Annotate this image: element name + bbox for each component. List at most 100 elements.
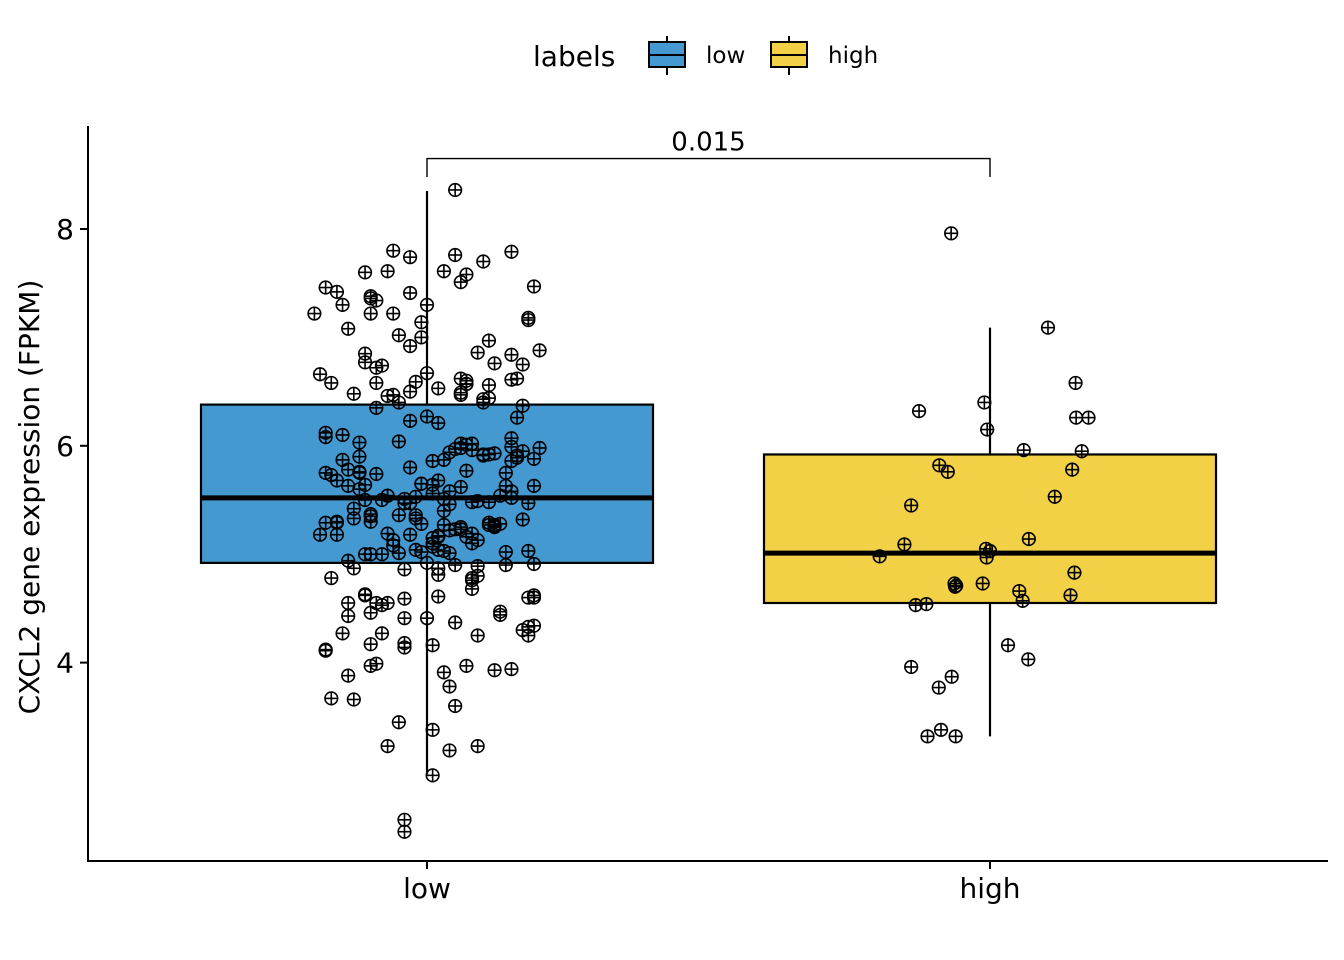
data-point-low — [386, 306, 401, 321]
data-point-low — [369, 375, 384, 391]
data-point-low — [391, 395, 406, 410]
data-point-high — [920, 729, 935, 744]
data-point-low — [391, 508, 406, 523]
data-point-low — [408, 489, 423, 504]
data-point-low — [374, 358, 390, 373]
box-high — [762, 453, 1218, 605]
data-point-low — [369, 400, 384, 415]
data-point-high — [1047, 489, 1062, 504]
data-point-low — [419, 366, 435, 381]
data-point-low — [470, 345, 485, 360]
data-point-low — [346, 386, 361, 401]
data-point-low — [442, 679, 457, 694]
p-value-label: 0.015 — [671, 128, 745, 158]
data-point-low — [526, 279, 542, 294]
y-tick-label: 8 — [56, 213, 74, 246]
data-point-low — [521, 543, 536, 559]
data-point-low — [425, 453, 440, 469]
data-point-low — [436, 264, 451, 279]
data-point-low — [526, 556, 542, 572]
data-point-high — [1015, 593, 1030, 608]
y-tick-label: 6 — [56, 430, 74, 463]
data-point-high — [1065, 462, 1080, 477]
data-point-low — [487, 356, 502, 371]
data-point-low — [526, 478, 542, 494]
data-point-low — [403, 527, 418, 542]
legend-entry-high: high — [770, 36, 878, 75]
data-point-low — [318, 425, 333, 440]
data-point-high — [931, 680, 946, 695]
data-point-high — [940, 464, 955, 479]
data-point-low — [481, 333, 497, 348]
data-point-low — [329, 527, 345, 542]
data-point-high — [1067, 565, 1082, 580]
data-point-low — [431, 381, 446, 396]
data-point-low — [526, 588, 542, 603]
data-point-low — [425, 722, 440, 737]
data-point-low — [369, 466, 384, 482]
data-point-high — [1012, 583, 1027, 599]
data-point-low — [403, 285, 418, 301]
data-point-low — [329, 473, 345, 488]
data-point-low — [419, 297, 435, 312]
data-point-low — [448, 557, 463, 573]
data-point-high — [1074, 444, 1089, 459]
data-point-low — [414, 330, 429, 345]
data-point-low — [324, 375, 339, 391]
data-point-low — [363, 514, 378, 529]
data-point-low — [509, 371, 525, 386]
data-point-low — [307, 306, 322, 321]
data-point-low — [346, 561, 361, 576]
data-point-low — [470, 493, 485, 509]
data-point-low — [431, 561, 446, 576]
data-point-low — [341, 321, 356, 336]
data-point-low — [352, 465, 367, 481]
data-point-low — [425, 638, 440, 653]
data-point-low — [352, 435, 367, 450]
significance-annotation: 0.015 — [426, 128, 991, 177]
data-point-high — [911, 404, 927, 419]
data-point-low — [470, 738, 485, 754]
y-tick-label: 4 — [56, 647, 74, 680]
data-point-low — [403, 338, 418, 354]
data-point-low — [419, 409, 435, 424]
data-point-low — [498, 544, 513, 560]
data-point-low — [357, 265, 373, 280]
data-point-low — [498, 557, 513, 573]
data-point-high — [1000, 638, 1016, 653]
data-point-low — [357, 588, 373, 603]
data-point-low — [369, 293, 384, 308]
data-point-low — [459, 376, 474, 392]
data-point-low — [526, 618, 542, 633]
data-point-low — [335, 427, 350, 443]
data-point-low — [363, 605, 378, 620]
data-point-high — [980, 422, 995, 437]
data-point-low — [329, 515, 345, 530]
data-point-low — [442, 743, 457, 758]
data-point-high — [1081, 410, 1096, 425]
data-point-low — [341, 595, 356, 611]
data-point-low — [470, 559, 485, 574]
data-point-high — [977, 395, 992, 410]
data-point-low — [470, 533, 485, 548]
data-point-low — [481, 495, 497, 510]
y-ticks: 4 6 8 — [56, 213, 88, 680]
x-tick-label: high — [959, 872, 1020, 905]
data-point-low — [363, 306, 378, 321]
data-point-low — [470, 628, 485, 643]
data-point-low — [448, 615, 463, 630]
data-point-high — [949, 578, 964, 593]
data-point-low — [442, 497, 457, 512]
data-point-low — [403, 413, 418, 428]
data-point-low — [391, 715, 406, 730]
data-point-low — [397, 812, 412, 827]
data-point-low — [380, 488, 395, 503]
data-point-low — [318, 642, 333, 657]
data-point-low — [526, 451, 542, 466]
data-point-high — [944, 669, 959, 684]
data-point-low — [459, 267, 474, 282]
data-point-low — [341, 668, 356, 683]
data-point-low — [357, 477, 373, 492]
data-point-high — [872, 549, 887, 564]
data-point-low — [493, 607, 508, 623]
